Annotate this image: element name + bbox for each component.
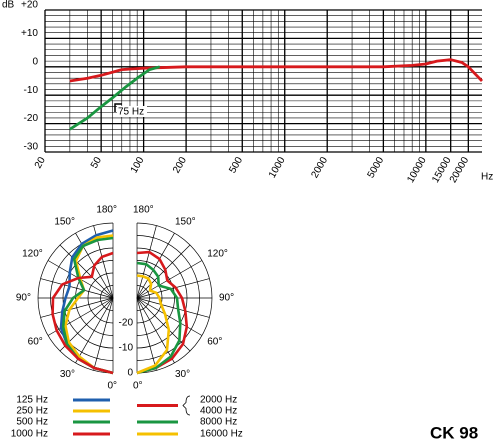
x-tick-label: 5000 bbox=[366, 155, 387, 180]
y-tick-label: +20 bbox=[21, 0, 38, 11]
model-title: CK 98 bbox=[430, 423, 478, 442]
polar-curve bbox=[136, 274, 171, 375]
x-tick-label: 2000 bbox=[309, 155, 330, 180]
angle-label: 90° bbox=[16, 293, 31, 304]
y-tick-label: 0 bbox=[32, 56, 38, 67]
legend-label: 500 Hz bbox=[16, 417, 48, 428]
x-tick-label: 1000 bbox=[267, 155, 288, 180]
x-tick-label: 20 bbox=[33, 155, 48, 171]
legend-brace bbox=[182, 395, 191, 416]
angle-label: 30° bbox=[60, 369, 75, 380]
x-tick-label: 100 bbox=[129, 155, 147, 175]
polar-spoke bbox=[136, 297, 157, 371]
x-tick-label: 50 bbox=[89, 155, 104, 171]
polar-spoke bbox=[136, 297, 203, 336]
response-line bbox=[69, 58, 484, 83]
angle-label: 30° bbox=[175, 369, 190, 380]
polar-curve bbox=[51, 251, 114, 375]
polar-spoke bbox=[136, 244, 191, 299]
y-axis-label: dB bbox=[2, 0, 15, 11]
polar-curve bbox=[136, 261, 182, 375]
legend-label: 1000 Hz bbox=[11, 429, 48, 440]
polar-spoke bbox=[59, 244, 114, 299]
polar-spoke bbox=[136, 297, 191, 352]
polar-spoke bbox=[136, 297, 175, 364]
legend-label: 2000 Hz bbox=[200, 395, 237, 406]
r-tick-label: 0 bbox=[127, 368, 133, 379]
x-axis-label: Hz bbox=[481, 172, 493, 183]
annotation-bracket bbox=[114, 103, 122, 112]
legend-label: 16000 Hz bbox=[200, 429, 243, 440]
angle-label: 150° bbox=[54, 216, 75, 227]
angle-label: 60° bbox=[28, 337, 43, 348]
polar-spoke bbox=[136, 278, 210, 299]
polar-spoke bbox=[40, 278, 114, 299]
legend-label: 4000 Hz bbox=[200, 406, 237, 417]
angle-label: 0° bbox=[107, 381, 117, 392]
annotation-bg bbox=[117, 106, 147, 117]
legend-label: 250 Hz bbox=[16, 406, 48, 417]
angle-label: 180° bbox=[96, 205, 117, 216]
polar-spoke bbox=[75, 297, 114, 364]
polar-spoke bbox=[93, 297, 114, 371]
angle-label: 120° bbox=[207, 249, 228, 260]
angle-label: 90° bbox=[219, 293, 234, 304]
y-tick-label: -20 bbox=[24, 113, 39, 124]
annotation: 75 Hz bbox=[118, 107, 144, 118]
y-tick-label: +10 bbox=[21, 28, 38, 39]
angle-label: 60° bbox=[207, 337, 222, 348]
polar-curve bbox=[59, 229, 114, 375]
x-tick-label: 10000 bbox=[405, 155, 429, 185]
polar-spoke bbox=[136, 297, 210, 318]
legend-label: 8000 Hz bbox=[200, 417, 237, 428]
response-line bbox=[69, 65, 161, 131]
x-tick-label: 20000 bbox=[448, 155, 472, 185]
angle-label: 0° bbox=[133, 381, 143, 392]
legend-label: 125 Hz bbox=[16, 395, 48, 406]
r-tick-label: -10 bbox=[119, 343, 134, 354]
polar-spoke bbox=[136, 260, 203, 299]
x-tick-label: 500 bbox=[227, 155, 245, 175]
r-tick-label: -20 bbox=[119, 318, 134, 329]
angle-label: 120° bbox=[22, 249, 43, 260]
polar-spoke bbox=[47, 297, 114, 336]
y-tick-label: -10 bbox=[24, 85, 39, 96]
polar-spoke bbox=[136, 225, 157, 299]
polar-curve bbox=[136, 250, 189, 375]
polar-spoke bbox=[136, 232, 175, 299]
y-tick-label: -30 bbox=[24, 142, 39, 153]
angle-label: 150° bbox=[175, 216, 196, 227]
x-tick-label: 200 bbox=[171, 155, 189, 175]
angle-label: 180° bbox=[133, 205, 154, 216]
